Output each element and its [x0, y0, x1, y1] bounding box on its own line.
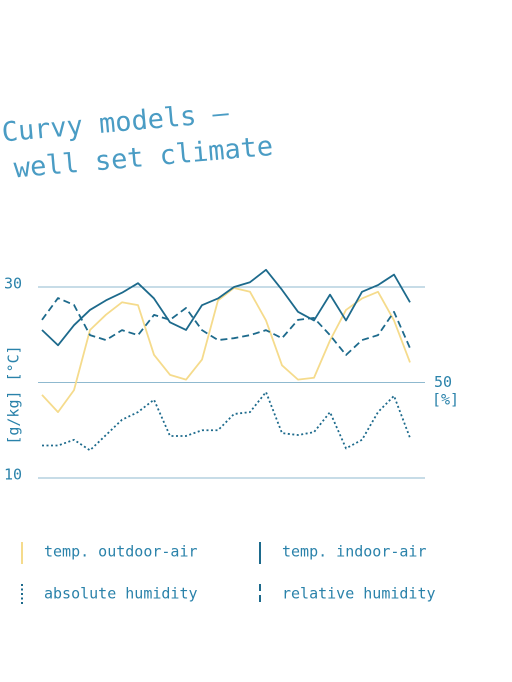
legend-label: absolute humidity — [44, 585, 198, 603]
series-line — [41, 287, 411, 414]
y2-axis-label: [%] — [432, 391, 459, 409]
series-line — [42, 391, 411, 452]
y-axis-label: [g/kg] [°C] — [5, 345, 23, 444]
legend-label: relative humidity — [282, 585, 436, 603]
y-tick-label: 30 — [4, 275, 22, 293]
y-tick-label: 10 — [4, 466, 22, 484]
legend-label: temp. indoor-air — [282, 543, 427, 561]
y2-tick-label: 50 — [434, 373, 452, 391]
series-line — [41, 268, 411, 347]
series-line — [41, 297, 411, 356]
legend-label: temp. outdoor-air — [44, 543, 198, 561]
